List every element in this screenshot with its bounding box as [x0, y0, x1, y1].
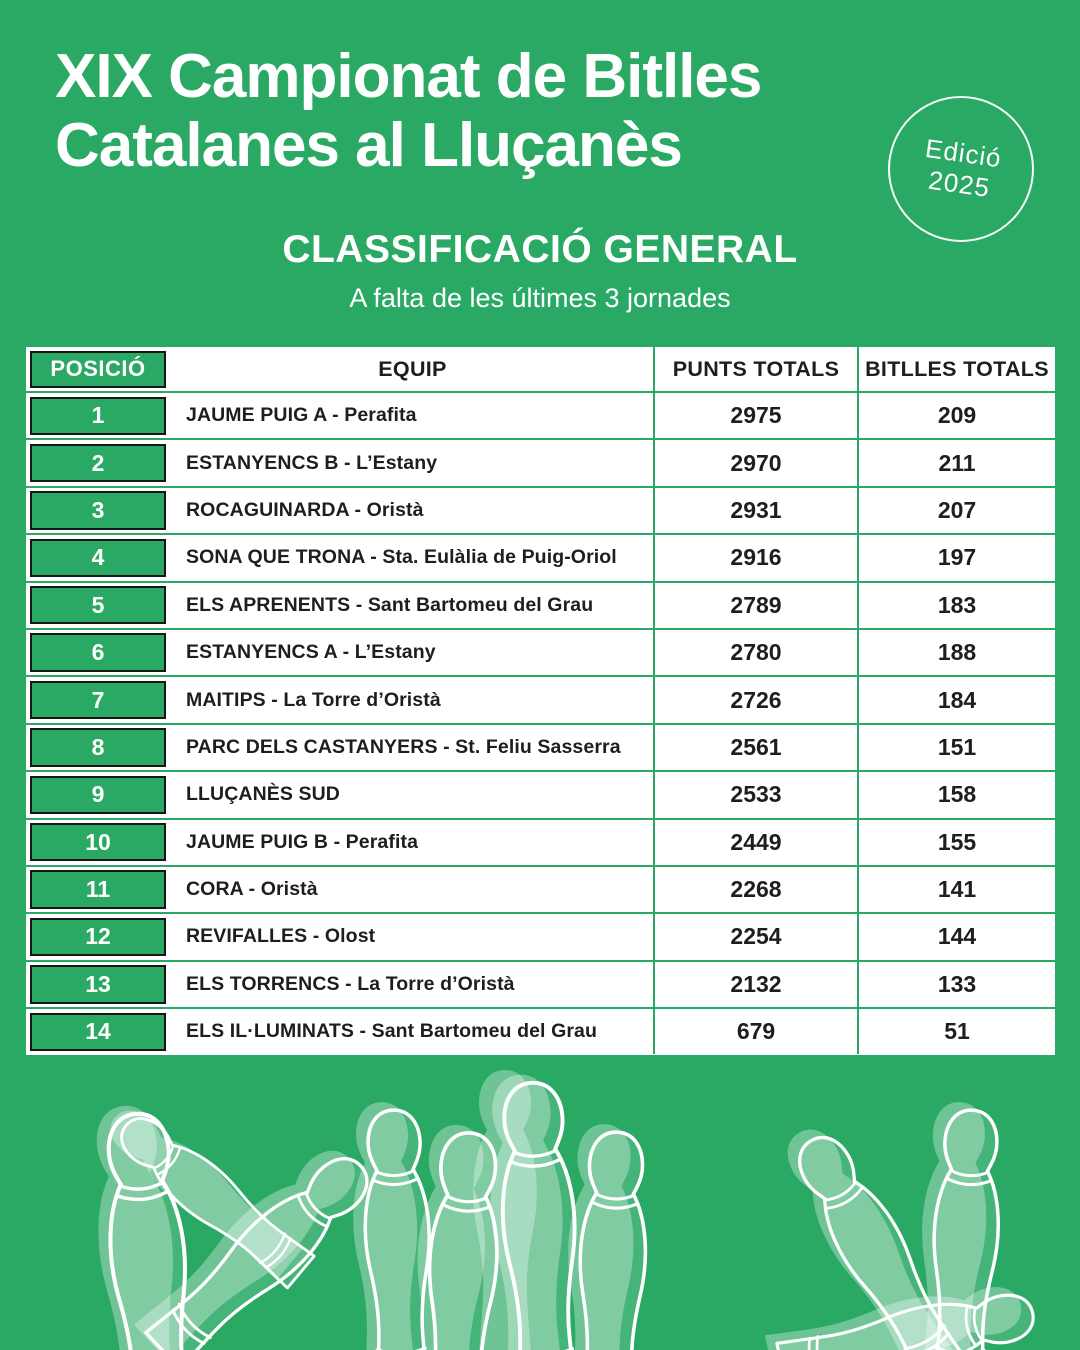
position-number: 8	[30, 728, 166, 767]
team-name: ROCAGUINARDA - Oristà	[172, 485, 653, 534]
total-points: 2789	[653, 580, 857, 628]
section-subtitle: A falta de les últimes 3 jornades	[349, 283, 731, 313]
team-name: ELS TORRENCS - La Torre d’Oristà	[172, 959, 653, 1008]
title-line-2: Catalanes al Lluçanès	[55, 111, 683, 181]
total-bitlles: 211	[857, 438, 1055, 486]
team-name: ESTANYENCS B - L’Estany	[172, 438, 653, 486]
position-number: 12	[30, 917, 166, 957]
total-bitlles: 155	[857, 817, 1055, 865]
position-number: 13	[30, 965, 166, 1004]
page-title: XIX Campionat de Bitlles Catalanes al Ll…	[55, 42, 915, 181]
total-bitlles: 184	[857, 675, 1055, 723]
total-points: 2970	[653, 438, 857, 486]
total-bitlles: 144	[857, 912, 1055, 960]
team-name: MAITIPS - La Torre d’Oristà	[172, 675, 653, 723]
position-number: 5	[30, 586, 166, 625]
position-cell: 13	[26, 959, 172, 1008]
total-points: 2931	[653, 485, 857, 534]
position-cell: 2	[26, 438, 172, 486]
total-points: 2780	[653, 627, 857, 676]
position-number: 10	[30, 823, 166, 862]
total-bitlles: 51	[857, 1007, 1055, 1055]
title-line-1: XIX Campionat de Bitlles	[55, 42, 762, 111]
position-number: 3	[30, 491, 166, 530]
position-cell: 6	[26, 627, 172, 676]
total-bitlles: 207	[857, 485, 1055, 534]
position-number: 1	[30, 396, 166, 435]
total-points: 2449	[653, 817, 857, 865]
position-cell: 12	[26, 912, 172, 960]
team-name: SONA QUE TRONA - Sta. Eulàlia de Puig-Or…	[172, 533, 653, 581]
edition-badge-text: Edició 2025	[919, 133, 1003, 204]
total-bitlles: 151	[857, 722, 1055, 771]
total-points: 2254	[653, 912, 857, 960]
total-points: 2533	[653, 770, 857, 818]
header-posicio-label: POSICIÓ	[30, 350, 166, 388]
team-name: ELS IL·LUMINATS - Sant Bartomeu del Grau	[172, 1007, 653, 1055]
total-points: 2975	[653, 391, 857, 439]
team-name: REVIFALLES - Olost	[172, 912, 653, 960]
header-equip-label: EQUIP	[172, 347, 653, 391]
position-cell: 10	[26, 817, 172, 865]
total-points: 2916	[653, 533, 857, 581]
edition-badge: Edició 2025	[888, 96, 1034, 242]
position-number: 9	[30, 775, 166, 815]
position-cell: 8	[26, 722, 172, 771]
section-title: CLASSIFICACIÓ GENERAL	[282, 228, 798, 271]
position-cell: 3	[26, 485, 172, 534]
position-cell: 9	[26, 770, 172, 818]
total-points: 2726	[653, 675, 857, 723]
team-name: PARC DELS CASTANYERS - St. Feliu Sasserr…	[172, 722, 653, 771]
total-points: 2561	[653, 722, 857, 771]
position-cell: 7	[26, 675, 172, 723]
position-number: 4	[30, 538, 166, 578]
position-cell: 4	[26, 533, 172, 581]
total-bitlles: 133	[857, 959, 1055, 1008]
position-cell: 11	[26, 864, 172, 913]
total-bitlles: 209	[857, 391, 1055, 439]
team-name: JAUME PUIG A - Perafita	[172, 391, 653, 439]
total-bitlles: 183	[857, 580, 1055, 628]
total-points: 679	[653, 1007, 857, 1055]
position-number: 6	[30, 633, 166, 672]
total-bitlles: 197	[857, 533, 1055, 581]
header-punts-label: PUNTS TOTALS	[653, 347, 857, 391]
bowling-pins-illustration	[86, 1070, 1041, 1350]
position-cell: 5	[26, 580, 172, 628]
position-number: 14	[30, 1012, 166, 1051]
position-number: 2	[30, 443, 166, 483]
total-bitlles: 188	[857, 627, 1055, 676]
team-name: ESTANYENCS A - L’Estany	[172, 627, 653, 676]
position-number: 11	[30, 870, 166, 909]
team-name: LLUÇANÈS SUD	[172, 770, 653, 818]
position-number: 7	[30, 680, 166, 720]
position-cell: 14	[26, 1007, 172, 1055]
total-bitlles: 141	[857, 864, 1055, 913]
header-posicio-cell: POSICIÓ	[26, 347, 172, 391]
total-points: 2132	[653, 959, 857, 1008]
position-cell: 1	[26, 391, 172, 439]
classification-table: POSICIÓ EQUIP PUNTS TOTALS BITLLES TOTAL…	[26, 347, 1055, 1055]
classification-table-grid: POSICIÓ EQUIP PUNTS TOTALS BITLLES TOTAL…	[26, 347, 1055, 1055]
header-bitlles-label: BITLLES TOTALS	[857, 347, 1055, 391]
team-name: ELS APRENENTS - Sant Bartomeu del Grau	[172, 580, 653, 628]
team-name: CORA - Oristà	[172, 864, 653, 913]
total-bitlles: 158	[857, 770, 1055, 818]
team-name: JAUME PUIG B - Perafita	[172, 817, 653, 865]
total-points: 2268	[653, 864, 857, 913]
